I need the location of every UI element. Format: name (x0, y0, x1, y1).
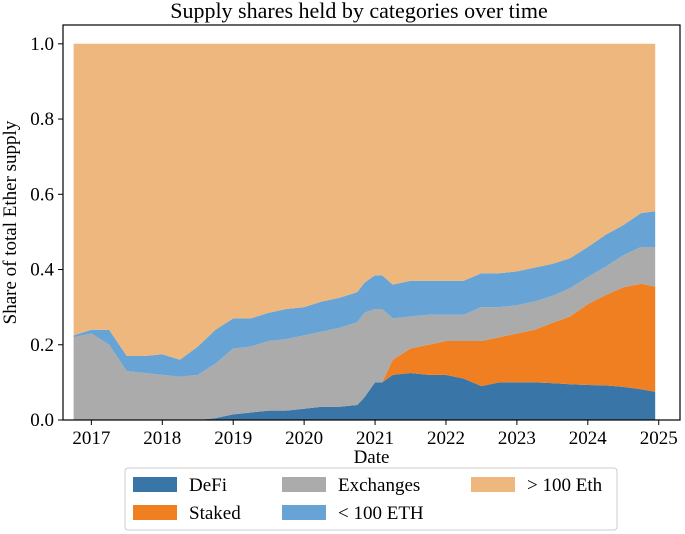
x-tick-label: 2023 (498, 428, 536, 449)
area-100-eth (73, 43, 656, 360)
y-tick-label: 0.0 (30, 410, 54, 431)
plot-frame (62, 24, 681, 421)
x-tick-label: 2024 (569, 428, 608, 449)
x-tick-label: 2020 (285, 428, 323, 449)
legend-label-100-eth: < 100 ETH (338, 503, 424, 524)
area-exchanges (73, 247, 656, 420)
y-axis-title: Share of total Ether supply (0, 120, 21, 324)
plot-areas (73, 43, 656, 420)
legend-swatch-exchanges (282, 477, 326, 492)
x-tick-label: 2022 (427, 428, 465, 449)
y-tick-label: 1.0 (30, 34, 54, 55)
legend: DeFi Exchanges > 100 Eth Staked < 100 ETH (124, 467, 618, 531)
area-staked (73, 283, 656, 420)
x-axis: 2017 2018 2019 2020 2021 2022 2023 2024 2025 (72, 420, 678, 449)
x-tick-label: 2017 (72, 428, 110, 449)
legend-label-exchanges: Exchanges (338, 475, 420, 496)
legend-label-100-eth: > 100 Eth (527, 475, 603, 496)
legend-swatch-staked (133, 505, 177, 520)
area-defi (73, 373, 656, 420)
legend-label-staked: Staked (189, 503, 241, 524)
legend-label-defi: DeFi (189, 475, 227, 496)
x-tick-label: 2021 (356, 428, 394, 449)
y-tick-label: 0.6 (30, 184, 54, 205)
x-axis-title: Date (354, 447, 390, 468)
y-axis: 0.0 0.2 0.4 0.6 0.8 1.0 (30, 34, 63, 431)
y-tick-label: 0.8 (30, 109, 54, 130)
chart-title: Supply shares held by categories over ti… (170, 0, 548, 23)
legend-swatch-100-eth (471, 477, 515, 492)
y-tick-label: 0.2 (30, 335, 54, 356)
x-tick-label: 2025 (640, 428, 678, 449)
legend-swatch-100-eth (282, 505, 326, 520)
x-tick-label: 2018 (143, 428, 181, 449)
area-100-eth (73, 211, 656, 377)
y-tick-label: 0.4 (30, 260, 54, 281)
x-tick-label: 2019 (214, 428, 252, 449)
legend-swatch-defi (133, 477, 177, 492)
